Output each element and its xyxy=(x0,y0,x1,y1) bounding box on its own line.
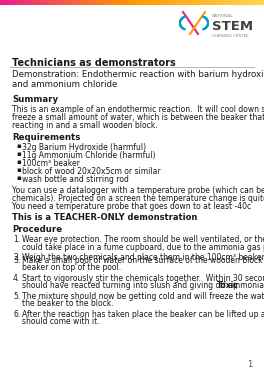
Text: NATIONAL: NATIONAL xyxy=(212,14,234,18)
Text: Procedure: Procedure xyxy=(12,225,62,234)
Text: Summary: Summary xyxy=(12,95,58,104)
Text: 3.: 3. xyxy=(13,256,20,265)
Text: Weigh the two chemicals and place them in the 100cm³ beaker.: Weigh the two chemicals and place them i… xyxy=(22,253,264,262)
Text: should come with it.: should come with it. xyxy=(22,317,100,326)
Text: could take place in a fume cupboard, due to the ammonia gas produced.: could take place in a fume cupboard, due… xyxy=(22,242,264,251)
Text: chemicals). Projected on a screen the temperature change is quite spectacular.: chemicals). Projected on a screen the te… xyxy=(12,194,264,203)
Text: This is an example of an endothermic reaction.  It will cool down sufficiently t: This is an example of an endothermic rea… xyxy=(12,105,264,114)
Text: Make a small pool of water on the surface of the wooden block and place: Make a small pool of water on the surfac… xyxy=(22,256,264,265)
Text: Toxic: Toxic xyxy=(217,282,239,291)
Text: Requirements: Requirements xyxy=(12,133,80,142)
Text: 100cm³ beaker: 100cm³ beaker xyxy=(22,159,80,168)
Text: freeze a small amount of water, which is between the beaker that chemicals are: freeze a small amount of water, which is… xyxy=(12,113,264,122)
Text: ▪: ▪ xyxy=(16,159,21,165)
Text: and ammonium chloride: and ammonium chloride xyxy=(12,80,117,89)
Text: 1.: 1. xyxy=(13,235,20,244)
Text: 2.: 2. xyxy=(13,253,20,262)
Text: Start to vigorously stir the chemicals together.  Within 30 seconds they: Start to vigorously stir the chemicals t… xyxy=(22,274,264,283)
Text: 4.: 4. xyxy=(13,274,20,283)
Text: 32g Barium Hydroxide (harmful): 32g Barium Hydroxide (harmful) xyxy=(22,143,146,152)
Text: reacting in and a small wooden block.: reacting in and a small wooden block. xyxy=(12,121,158,130)
Text: After the reaction has taken place the beaker can be lifted up and the block: After the reaction has taken place the b… xyxy=(22,310,264,319)
Text: 5.: 5. xyxy=(13,292,20,301)
Text: You need a temperature probe that goes down to at least -40c: You need a temperature probe that goes d… xyxy=(12,202,251,211)
Text: beaker on top of the pool.: beaker on top of the pool. xyxy=(22,263,121,273)
Text: ▪: ▪ xyxy=(16,151,21,157)
Text: You can use a datalogger with a temperature probe (which can be used to stir the: You can use a datalogger with a temperat… xyxy=(12,186,264,195)
Text: ▪: ▪ xyxy=(16,167,21,173)
Text: Demonstration: Endothermic reaction with barium hydroxide: Demonstration: Endothermic reaction with… xyxy=(12,70,264,79)
Text: ▪: ▪ xyxy=(16,143,21,149)
Text: 1: 1 xyxy=(247,360,252,369)
Text: The mixture should now be getting cold and will freeze the water, sticking: The mixture should now be getting cold a… xyxy=(22,292,264,301)
Text: ▪: ▪ xyxy=(16,175,21,181)
Text: 11g Ammonium Chloride (harmful): 11g Ammonium Chloride (harmful) xyxy=(22,151,155,160)
Text: block of wood 20x20x5cm or similar: block of wood 20x20x5cm or similar xyxy=(22,167,161,176)
Text: should have reacted turning into slush and giving off ammonia (: should have reacted turning into slush a… xyxy=(22,282,264,291)
Text: Wear eye protection. The room should be well ventilated, or the reaction: Wear eye protection. The room should be … xyxy=(22,235,264,244)
Text: 6.: 6. xyxy=(13,310,20,319)
Text: the beaker to the block.: the beaker to the block. xyxy=(22,300,114,308)
Text: ).: ). xyxy=(233,282,238,291)
Text: This is a TEACHER-ONLY demonstration: This is a TEACHER-ONLY demonstration xyxy=(12,213,197,222)
Text: Technicians as demonstrators: Technicians as demonstrators xyxy=(12,58,176,68)
Text: STEM: STEM xyxy=(212,20,253,33)
Text: wash bottle and stirring rod: wash bottle and stirring rod xyxy=(22,175,129,184)
Text: LEARNING CENTRE: LEARNING CENTRE xyxy=(212,34,249,38)
